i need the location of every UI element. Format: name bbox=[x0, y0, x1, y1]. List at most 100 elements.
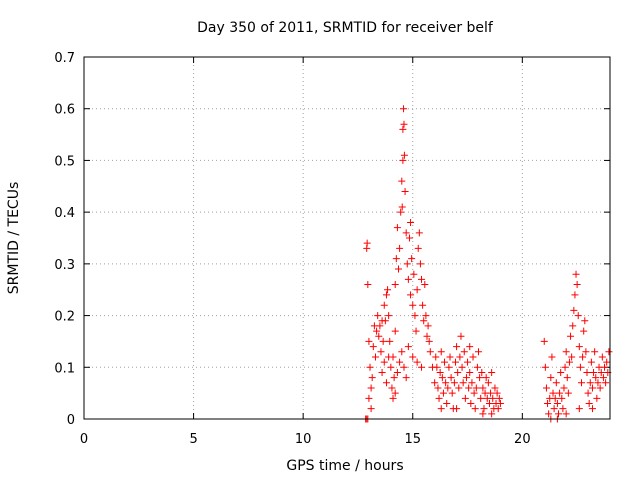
data-point bbox=[583, 368, 591, 376]
data-point bbox=[476, 374, 484, 382]
data-point bbox=[408, 255, 416, 263]
data-point bbox=[465, 384, 473, 392]
data-point bbox=[376, 322, 384, 330]
data-point bbox=[433, 363, 441, 371]
data-point bbox=[551, 394, 559, 402]
data-point bbox=[488, 368, 496, 376]
data-point bbox=[587, 358, 595, 366]
data-point bbox=[554, 410, 562, 418]
data-point bbox=[594, 379, 602, 387]
y-tick-label: 0.1 bbox=[54, 361, 75, 376]
data-point bbox=[585, 399, 593, 407]
data-point bbox=[405, 234, 413, 242]
data-point bbox=[371, 353, 379, 361]
data-point bbox=[586, 379, 594, 387]
data-point bbox=[421, 281, 429, 289]
y-tick-label: 0.6 bbox=[54, 103, 75, 118]
data-point bbox=[438, 374, 446, 382]
data-point bbox=[426, 348, 434, 356]
data-point bbox=[369, 343, 377, 351]
data-point bbox=[382, 291, 390, 299]
chart-title: Day 350 of 2011, SRMTID for receiver bel… bbox=[197, 20, 494, 36]
data-point bbox=[559, 405, 567, 413]
data-point bbox=[579, 353, 587, 361]
data-point bbox=[431, 379, 439, 387]
x-tick-label: 20 bbox=[514, 432, 531, 447]
data-point bbox=[461, 394, 469, 402]
data-point bbox=[601, 363, 609, 371]
data-point bbox=[447, 374, 455, 382]
data-point bbox=[380, 301, 388, 309]
data-point bbox=[437, 405, 445, 413]
data-point bbox=[574, 312, 582, 320]
data-point bbox=[567, 332, 575, 340]
data-point bbox=[373, 327, 381, 335]
data-point bbox=[382, 379, 390, 387]
data-point bbox=[560, 384, 568, 392]
data-point bbox=[419, 301, 427, 309]
data-point bbox=[597, 368, 605, 376]
data-point bbox=[389, 394, 397, 402]
data-point bbox=[456, 353, 464, 361]
data-point bbox=[442, 379, 450, 387]
data-point bbox=[412, 327, 420, 335]
data-point bbox=[384, 286, 392, 294]
data-point bbox=[582, 348, 590, 356]
data-point bbox=[592, 374, 600, 382]
data-point bbox=[570, 306, 578, 314]
data-point bbox=[542, 384, 550, 392]
data-point bbox=[391, 389, 399, 397]
data-point bbox=[404, 275, 412, 283]
data-point bbox=[460, 348, 468, 356]
data-point bbox=[541, 363, 549, 371]
data-point bbox=[420, 317, 428, 325]
data-point bbox=[581, 317, 589, 325]
data-point bbox=[464, 358, 472, 366]
data-point bbox=[363, 239, 371, 247]
y-axis-label: SRMTID / TECUs bbox=[6, 182, 22, 295]
data-point bbox=[400, 105, 408, 113]
data-point bbox=[496, 399, 504, 407]
data-point bbox=[423, 332, 431, 340]
data-point bbox=[467, 399, 475, 407]
data-point bbox=[402, 229, 410, 237]
data-point bbox=[565, 358, 573, 366]
data-point bbox=[386, 337, 394, 345]
data-point bbox=[488, 410, 496, 418]
data-point bbox=[596, 384, 604, 392]
data-point bbox=[590, 368, 598, 376]
data-point bbox=[380, 358, 388, 366]
data-point bbox=[381, 317, 389, 325]
data-point bbox=[448, 389, 456, 397]
y-tick-label: 0.7 bbox=[54, 51, 75, 66]
data-point bbox=[470, 389, 478, 397]
data-point bbox=[494, 405, 502, 413]
data-point bbox=[605, 348, 613, 356]
data-point bbox=[453, 343, 461, 351]
data-point bbox=[403, 260, 411, 268]
data-point bbox=[398, 348, 406, 356]
data-point bbox=[366, 363, 374, 371]
data-point bbox=[435, 394, 443, 402]
data-point bbox=[584, 389, 592, 397]
y-tick-label: 0.4 bbox=[54, 206, 75, 221]
data-point bbox=[491, 384, 499, 392]
data-point bbox=[422, 312, 430, 320]
data-point bbox=[367, 405, 375, 413]
data-point bbox=[413, 358, 421, 366]
data-point bbox=[562, 348, 570, 356]
data-point bbox=[578, 379, 586, 387]
data-point bbox=[475, 348, 482, 356]
data-point bbox=[558, 394, 566, 402]
data-point bbox=[603, 358, 611, 366]
data-point bbox=[413, 286, 421, 294]
data-point bbox=[557, 368, 565, 376]
data-point bbox=[388, 384, 396, 392]
data-point bbox=[466, 368, 474, 376]
data-point bbox=[378, 368, 386, 376]
data-point bbox=[409, 353, 417, 361]
data-point bbox=[391, 327, 399, 335]
data-point bbox=[432, 353, 440, 361]
data-point bbox=[457, 332, 465, 340]
data-point bbox=[401, 187, 409, 195]
